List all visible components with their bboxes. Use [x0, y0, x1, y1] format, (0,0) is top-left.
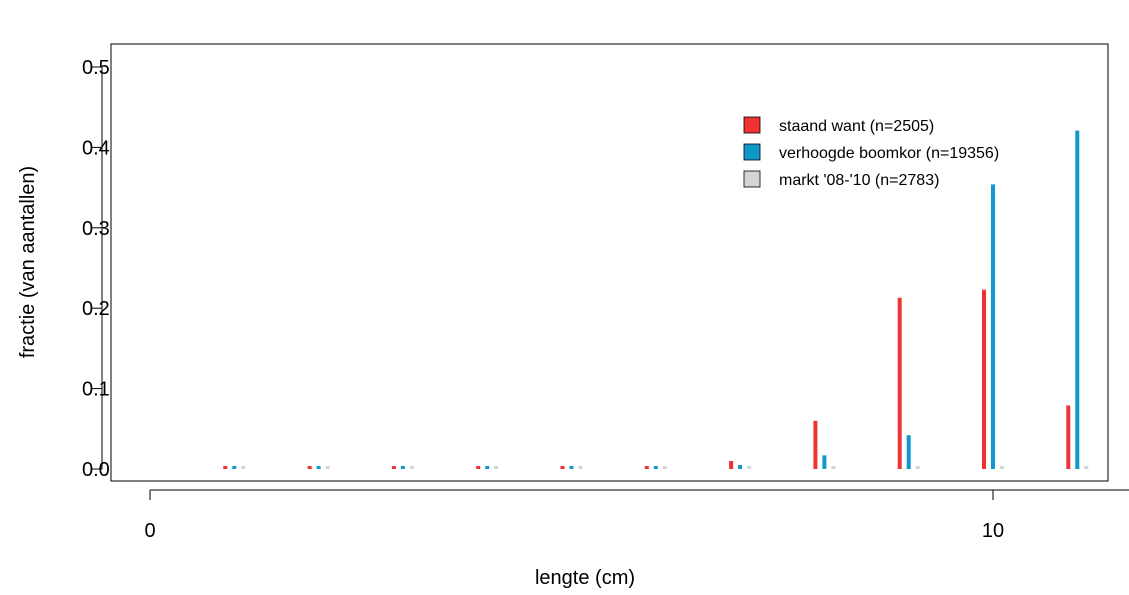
x-axis-label: lengte (cm)	[535, 567, 635, 589]
bar-2-10	[991, 184, 995, 469]
bar-2-5	[569, 466, 574, 469]
bar-2-3	[400, 466, 405, 469]
bar-2-6	[653, 466, 658, 469]
legend-swatch-2	[743, 143, 761, 161]
bar-2-9	[906, 435, 911, 469]
bar-1-6	[644, 466, 649, 469]
y-tick-label-3: 0.3	[82, 218, 110, 240]
bar-3-6	[662, 466, 667, 469]
bars-layer	[223, 130, 1089, 469]
bar-3-2	[325, 466, 330, 469]
bar-1-7	[729, 460, 734, 469]
bar-3-10	[1000, 466, 1004, 469]
bar-1-4	[476, 466, 481, 469]
bar-2-8	[822, 455, 827, 469]
legend-swatch-3	[743, 170, 761, 188]
bar-2-2	[316, 466, 321, 469]
bar-2-7	[738, 464, 743, 469]
bar-1-3	[391, 466, 396, 469]
legend-label-1: staand want (n=2505)	[779, 118, 934, 135]
legend-label-3: markt '08-'10 (n=2783)	[779, 172, 939, 189]
y-tick-label-4: 0.4	[82, 137, 110, 159]
y-tick-label-2: 0.2	[82, 298, 110, 320]
bar-1-5	[560, 466, 565, 469]
bar-1-9	[897, 297, 902, 469]
bar-1-2	[307, 466, 312, 469]
bar-3-11	[1084, 466, 1089, 469]
bar-2-11	[1075, 130, 1080, 469]
x-tick-label-0: 0	[144, 520, 155, 542]
x-tick-label-10: 10	[982, 520, 1004, 542]
plot-frame	[110, 43, 1109, 482]
y-axis-label: fractie (van aantallen)	[17, 166, 39, 358]
y-tick-label-1: 0.1	[82, 379, 110, 401]
bar-1-11	[1066, 405, 1071, 469]
bar-1-10	[982, 289, 986, 469]
bar-3-9	[915, 466, 920, 469]
bar-3-8	[831, 466, 836, 469]
y-tick-label-5: 0.5	[82, 57, 110, 79]
bar-3-1	[241, 466, 246, 469]
bar-2-4	[485, 466, 490, 469]
bar-3-4	[494, 466, 499, 469]
legend: staand want (n=2505) verhoogde boomkor (n…	[743, 116, 999, 189]
bar-1-8	[813, 420, 818, 469]
bar-3-7	[747, 466, 752, 469]
y-tick-label-0: 0.0	[82, 459, 110, 481]
axes-layer: 0102030400.00.10.20.30.40.5	[82, 57, 1129, 542]
bar-1-1	[223, 466, 228, 469]
bar-3-3	[409, 466, 414, 469]
legend-label-2: verhoogde boomkor (n=19356)	[779, 145, 999, 162]
bar-2-1	[232, 466, 237, 469]
bar-3-5	[578, 466, 583, 469]
legend-swatch-1	[743, 116, 761, 134]
